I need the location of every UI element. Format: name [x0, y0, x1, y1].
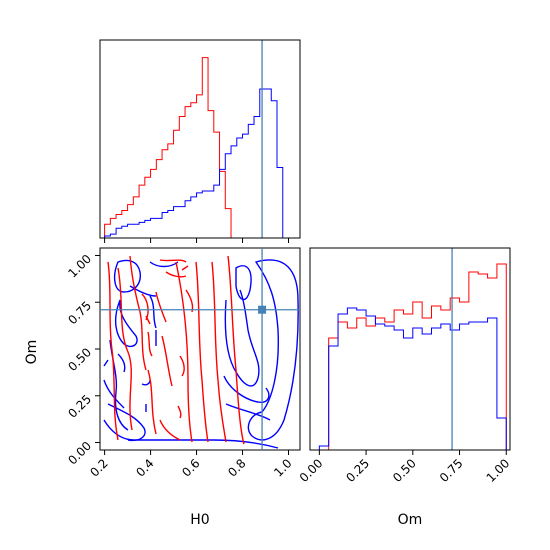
red-contours [107, 255, 245, 445]
om-hist-tick-label: 1.00 [484, 456, 513, 485]
om-hist-tick-label: 0.50 [390, 456, 419, 485]
om-hist-tick-label: 0.00 [297, 456, 326, 485]
om-axis-label: Om [24, 340, 40, 365]
om-tick-label: 0.25 [65, 392, 94, 421]
blue-contours [103, 259, 299, 449]
om-hist-tick-label: 0.75 [437, 456, 466, 485]
om-tick-label: 1.00 [65, 252, 94, 281]
h0-tick-label: 0.6 [179, 456, 202, 479]
h0-histogram-frame [99, 39, 301, 239]
truth-marker [258, 305, 267, 314]
h0-axis-label: H0 [190, 512, 209, 528]
h0-tick-label: 0.2 [87, 456, 110, 479]
h0-tick-label: 0.4 [133, 456, 156, 479]
h0-om-contour-panel: 0.2 0.4 0.6 0.8 1.0 0.00 0.25 0.50 0.75 1.00 H0 O… [24, 247, 301, 528]
blue-h0-histogram [104, 88, 289, 239]
om-histogram-panel: 0.00 0.25 0.50 0.75 1.00 Om [297, 247, 513, 528]
om-hist-tick-label: 0.25 [343, 456, 372, 485]
red-om-histogram [319, 263, 507, 451]
red-h0-histogram [104, 57, 289, 239]
h0-tick-label: 0.8 [225, 456, 248, 479]
h0-histogram-panel [99, 39, 301, 243]
om-tick-label: 0.50 [65, 345, 94, 374]
om-tick-label: 0.00 [65, 439, 94, 468]
om-histogram-frame [309, 247, 511, 451]
om-hist-axis-label: Om [398, 512, 423, 528]
h0-tick-label: 1.0 [271, 456, 294, 479]
blue-om-histogram [318, 307, 507, 450]
om-tick-label: 0.75 [65, 298, 94, 327]
